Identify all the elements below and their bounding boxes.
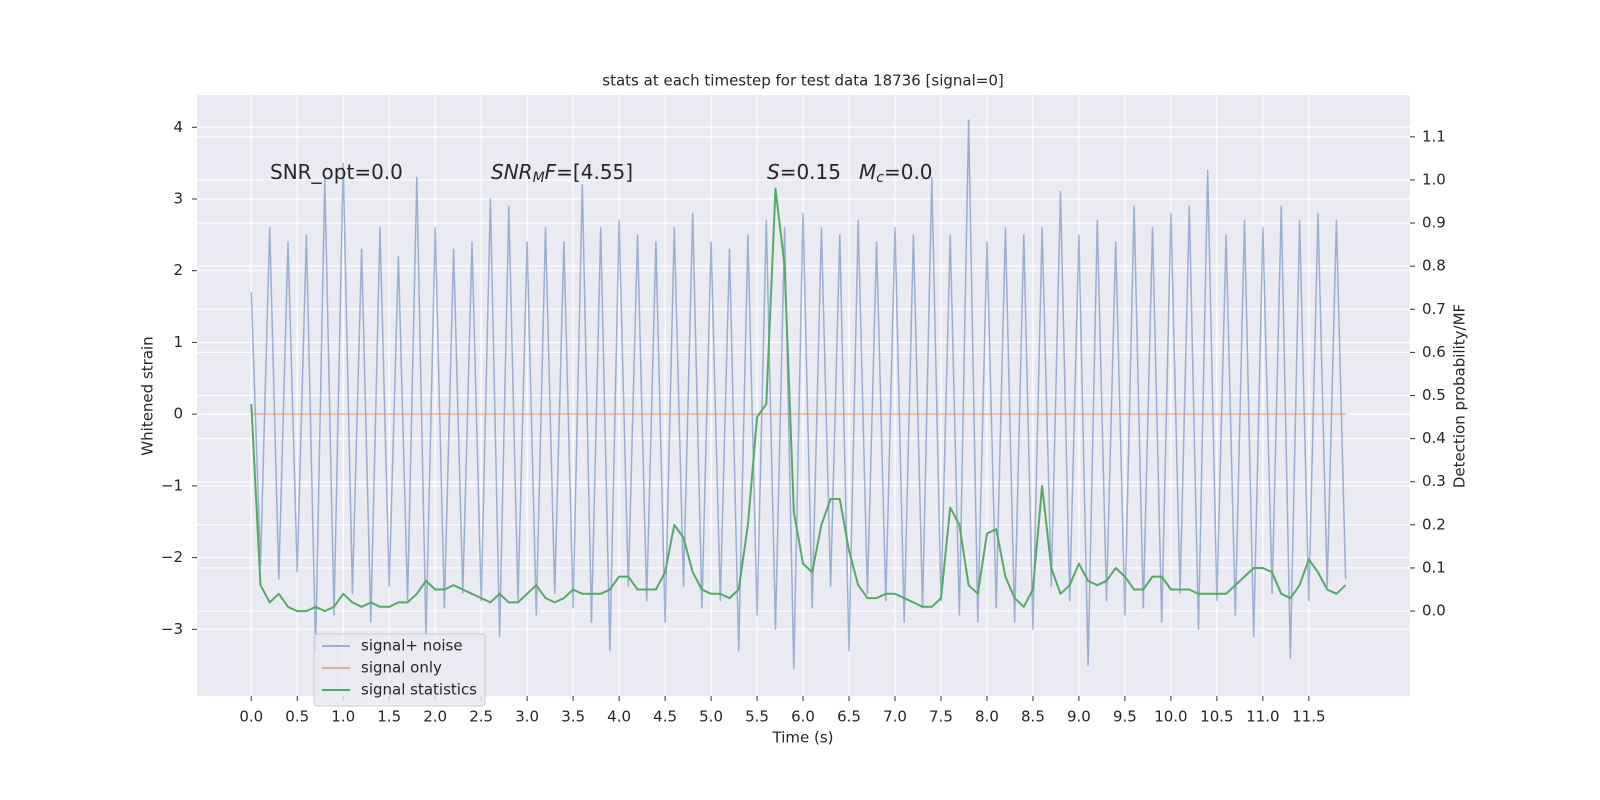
y2-tick-label: 1.1 <box>1422 127 1446 145</box>
annotation-part: =[4.55] <box>556 160 633 184</box>
x-tick-label: 0.5 <box>285 708 309 726</box>
y-tick-label: 3 <box>173 189 183 207</box>
x-tick-label: 8.5 <box>1021 708 1045 726</box>
x-tick-label: 5.0 <box>699 708 723 726</box>
x-tick-label: 1.0 <box>331 708 355 726</box>
y2-tick-label: 0.6 <box>1422 343 1446 361</box>
x-tick-label: 2.0 <box>423 708 447 726</box>
chart-title: stats at each timestep for test data 187… <box>602 72 1003 90</box>
y2-tick-label: 0.0 <box>1422 602 1446 620</box>
x-tick-label: 4.0 <box>607 708 631 726</box>
y2-tick-label: 0.1 <box>1422 558 1446 576</box>
y2-tick-label: 0.5 <box>1422 386 1446 404</box>
x-tick-label: 6.5 <box>837 708 861 726</box>
x-tick-label: 6.0 <box>791 708 815 726</box>
annotation-part: M <box>533 170 545 186</box>
annotation: S=0.15 <box>767 160 841 184</box>
x-tick-label: 1.5 <box>377 708 401 726</box>
annotation-part: =0.0 <box>884 160 933 184</box>
legend-label: signal+ noise <box>361 637 463 655</box>
y-tick-label: −2 <box>161 548 183 566</box>
x-tick-label: 9.5 <box>1113 708 1137 726</box>
x-tick-label: 11.5 <box>1292 708 1325 726</box>
y2-tick-label: 0.2 <box>1422 515 1446 533</box>
legend-box <box>313 633 486 707</box>
annotation-part: S <box>767 160 780 184</box>
x-tick-label: 10.0 <box>1154 708 1187 726</box>
x-tick-label: 3.0 <box>515 708 539 726</box>
x-tick-label: 9.0 <box>1067 708 1091 726</box>
x-tick-label: 7.5 <box>929 708 953 726</box>
y2-axis-label: Detection probability/MF <box>1451 304 1469 488</box>
y-tick-label: 4 <box>173 118 183 136</box>
annotation: Mc=0.0 <box>859 160 933 187</box>
x-axis-label: Time (s) <box>772 729 834 747</box>
y-tick-label: 0 <box>173 405 183 423</box>
annotation-part: c <box>876 170 884 186</box>
x-tick-label: 4.5 <box>653 708 677 726</box>
x-tick-label: 8.0 <box>975 708 999 726</box>
legend-label: signal statistics <box>361 681 477 699</box>
annotation-part: F <box>545 160 557 184</box>
annotation: SNR_opt=0.0 <box>270 160 403 184</box>
y-axis-label: Whitened strain <box>139 336 157 455</box>
y2-tick-label: 0.9 <box>1422 214 1446 232</box>
y-tick-label: 2 <box>173 261 183 279</box>
x-tick-label: 3.5 <box>561 708 585 726</box>
x-tick-label: 2.5 <box>469 708 493 726</box>
x-tick-label: 7.0 <box>883 708 907 726</box>
y-tick-label: 1 <box>173 333 183 351</box>
series-line <box>250 119 1347 670</box>
y2-tick-label: 0.7 <box>1422 300 1446 318</box>
x-tick-label: 0.0 <box>239 708 263 726</box>
y2-tick-label: 0.3 <box>1422 472 1446 490</box>
annotation-part: SNR <box>491 160 533 184</box>
y-tick-label: −3 <box>161 620 183 638</box>
series-line <box>250 187 1347 613</box>
x-tick-label: 5.5 <box>745 708 769 726</box>
annotation: SNRMF=[4.55] <box>491 160 633 187</box>
y-tick-label: −1 <box>161 476 183 494</box>
legend-label: signal only <box>361 659 442 677</box>
x-tick-label: 10.5 <box>1200 708 1233 726</box>
annotation-part: =0.15 <box>780 160 841 184</box>
y2-tick-label: 0.4 <box>1422 429 1446 447</box>
annotation-part: SNR_opt=0.0 <box>270 160 403 184</box>
y2-tick-label: 0.8 <box>1422 257 1446 275</box>
y2-tick-label: 1.0 <box>1422 170 1446 188</box>
annotation-part: M <box>859 160 876 184</box>
x-tick-label: 11.0 <box>1246 708 1279 726</box>
